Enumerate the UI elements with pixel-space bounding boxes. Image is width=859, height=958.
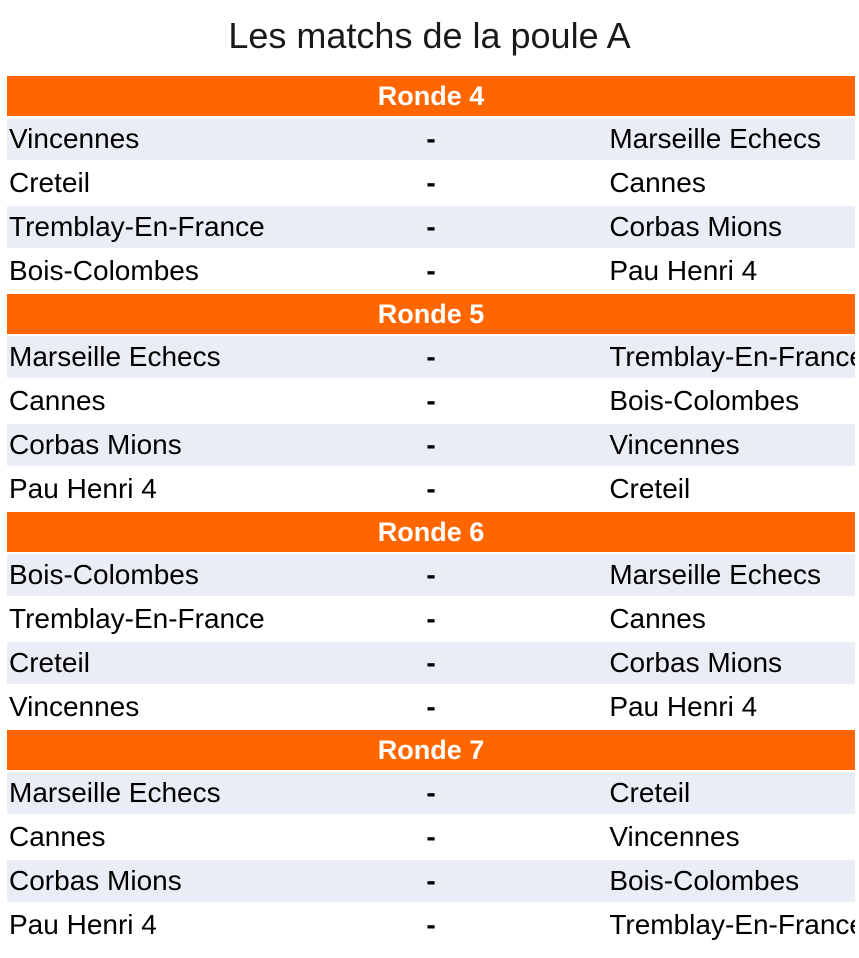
match-row: Creteil - Cannes	[7, 162, 855, 204]
away-team-cell: Pau Henri 4	[572, 686, 855, 728]
home-team-cell: Tremblay-En-France	[7, 206, 290, 248]
page-title: Les matchs de la poule A	[228, 15, 631, 56]
versus-separator: -	[289, 816, 573, 858]
match-row: Bois-Colombes - Pau Henri 4	[7, 250, 855, 292]
home-team-cell: Vincennes	[7, 686, 290, 728]
away-team-cell: Cannes	[572, 598, 855, 640]
match-row: Tremblay-En-France - Cannes	[7, 598, 855, 640]
away-team-cell: Tremblay-En-France	[572, 904, 855, 946]
match-row: Bois-Colombes - Marseille Echecs	[7, 554, 855, 596]
versus-separator: -	[289, 772, 573, 814]
round-header-row: Ronde 5	[7, 294, 855, 334]
match-row: Vincennes - Marseille Echecs	[7, 118, 855, 160]
away-team-cell: Creteil	[572, 772, 855, 814]
away-team-cell: Pau Henri 4	[572, 250, 855, 292]
match-row: Cannes - Vincennes	[7, 816, 855, 858]
versus-separator: -	[289, 424, 573, 466]
away-team-cell: Vincennes	[572, 424, 855, 466]
away-team-cell: Creteil	[572, 468, 855, 510]
away-team-cell: Bois-Colombes	[572, 380, 855, 422]
match-row: Marseille Echecs - Tremblay-En-France	[7, 336, 855, 378]
versus-separator: -	[289, 336, 573, 378]
versus-separator: -	[289, 598, 573, 640]
away-team-cell: Marseille Echecs	[572, 118, 855, 160]
round-header-label: Ronde 7	[7, 730, 855, 770]
round-header-label: Ronde 4	[7, 76, 855, 116]
round-header-label: Ronde 5	[7, 294, 855, 334]
home-team-cell: Vincennes	[7, 118, 290, 160]
poule-a-schedule-table: Ronde 4 Vincennes - Marseille Echecs Creteil…	[7, 74, 855, 948]
round-header-row: Ronde 7	[7, 730, 855, 770]
home-team-cell: Tremblay-En-France	[7, 598, 290, 640]
match-row: Vincennes - Pau Henri 4	[7, 686, 855, 728]
home-team-cell: Cannes	[7, 816, 290, 858]
versus-separator: -	[289, 468, 573, 510]
home-team-cell: Creteil	[7, 642, 290, 684]
match-row: Cannes - Bois-Colombes	[7, 380, 855, 422]
home-team-cell: Marseille Echecs	[7, 336, 290, 378]
versus-separator: -	[289, 686, 573, 728]
home-team-cell: Marseille Echecs	[7, 772, 290, 814]
versus-separator: -	[289, 554, 573, 596]
away-team-cell: Marseille Echecs	[572, 554, 855, 596]
away-team-cell: Cannes	[572, 162, 855, 204]
versus-separator: -	[289, 206, 573, 248]
home-team-cell: Corbas Mions	[7, 860, 290, 902]
home-team-cell: Cannes	[7, 380, 290, 422]
versus-separator: -	[289, 118, 573, 160]
away-team-cell: Bois-Colombes	[572, 860, 855, 902]
home-team-cell: Pau Henri 4	[7, 468, 290, 510]
home-team-cell: Bois-Colombes	[7, 554, 290, 596]
round-header-row: Ronde 6	[7, 512, 855, 552]
match-row: Corbas Mions - Bois-Colombes	[7, 860, 855, 902]
versus-separator: -	[289, 250, 573, 292]
versus-separator: -	[289, 904, 573, 946]
away-team-cell: Corbas Mions	[572, 206, 855, 248]
round-header-row: Ronde 4	[7, 76, 855, 116]
match-row: Marseille Echecs - Creteil	[7, 772, 855, 814]
home-team-cell: Corbas Mions	[7, 424, 290, 466]
away-team-cell: Vincennes	[572, 816, 855, 858]
match-row: Pau Henri 4- Tremblay-En-France	[7, 904, 855, 946]
versus-separator: -	[289, 380, 573, 422]
versus-separator: -	[289, 162, 573, 204]
away-team-cell: Corbas Mions	[572, 642, 855, 684]
match-row: Pau Henri 4- Creteil	[7, 468, 855, 510]
versus-separator: -	[289, 860, 573, 902]
home-team-cell: Pau Henri 4	[7, 904, 290, 946]
away-team-cell: Tremblay-En-France	[572, 336, 855, 378]
home-team-cell: Bois-Colombes	[7, 250, 290, 292]
match-row: Tremblay-En-France - Corbas Mions	[7, 206, 855, 248]
match-row: Creteil - Corbas Mions	[7, 642, 855, 684]
schedule-table-body: Ronde 4 Vincennes - Marseille Echecs Creteil…	[7, 76, 855, 946]
home-team-cell: Creteil	[7, 162, 290, 204]
versus-separator: -	[289, 642, 573, 684]
round-header-label: Ronde 6	[7, 512, 855, 552]
match-row: Corbas Mions - Vincennes	[7, 424, 855, 466]
